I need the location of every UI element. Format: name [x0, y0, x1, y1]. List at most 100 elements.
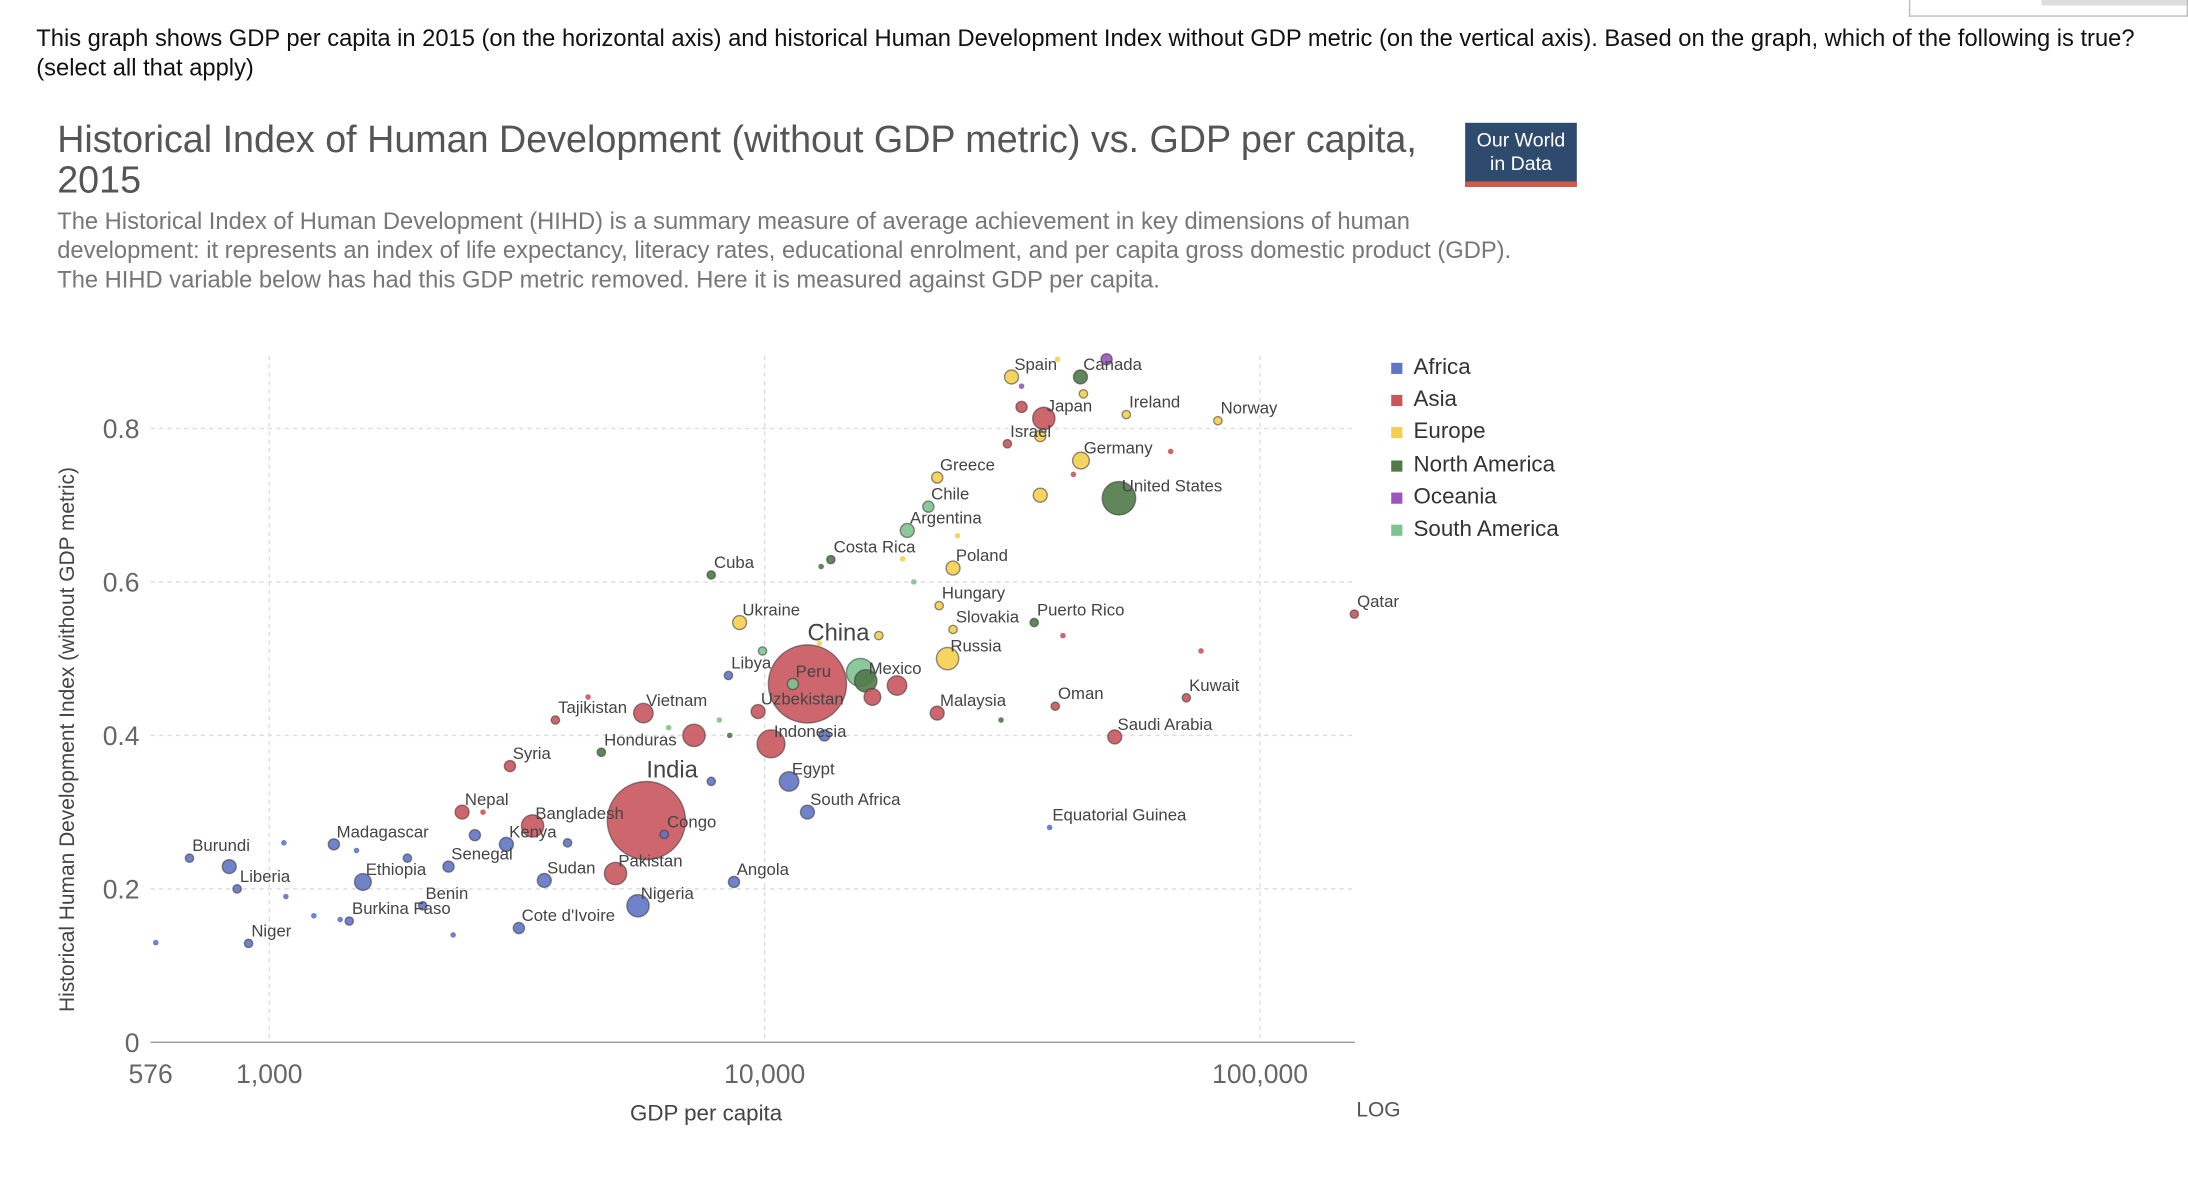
data-point[interactable] — [1071, 451, 1091, 470]
data-point[interactable] — [1107, 729, 1123, 745]
data-point[interactable] — [283, 893, 289, 900]
data-point[interactable] — [562, 837, 573, 848]
data-point[interactable] — [731, 614, 748, 631]
data-point[interactable] — [756, 729, 786, 759]
data-point[interactable] — [402, 853, 413, 864]
data-point[interactable] — [550, 715, 561, 725]
data-point[interactable] — [1031, 406, 1056, 431]
data-point[interactable] — [1167, 448, 1174, 455]
data-point[interactable] — [899, 556, 906, 562]
scrollbar-thumb[interactable] — [2041, 0, 2187, 6]
data-point[interactable] — [498, 836, 515, 853]
data-point[interactable] — [442, 860, 455, 873]
data-point[interactable] — [1070, 471, 1077, 478]
data-point[interactable] — [1029, 617, 1040, 628]
data-point[interactable] — [706, 776, 717, 787]
data-point[interactable] — [935, 646, 960, 671]
data-point[interactable] — [1046, 824, 1053, 831]
data-point[interactable] — [512, 921, 526, 935]
scrollbar-fragment[interactable] — [1908, 0, 2188, 17]
data-point[interactable] — [899, 522, 915, 539]
data-point[interactable] — [1060, 632, 1066, 639]
data-point[interactable] — [929, 705, 945, 721]
data-point[interactable] — [632, 702, 654, 724]
data-point[interactable] — [536, 872, 552, 889]
data-point[interactable] — [585, 694, 591, 700]
data-point[interactable] — [727, 875, 741, 889]
data-point[interactable] — [353, 872, 372, 892]
legend-item[interactable]: Europe — [1391, 417, 1559, 450]
data-point[interactable] — [1100, 353, 1113, 366]
data-point[interactable] — [184, 853, 195, 864]
data-point[interactable] — [886, 675, 908, 696]
data-point[interactable] — [626, 893, 650, 918]
data-point[interactable] — [665, 724, 672, 731]
legend-item[interactable]: Asia — [1391, 384, 1559, 417]
data-point[interactable] — [450, 932, 456, 938]
data-point[interactable] — [659, 829, 670, 840]
data-point[interactable] — [468, 828, 482, 842]
data-point[interactable] — [682, 723, 706, 748]
data-point[interactable] — [1101, 480, 1137, 516]
data-point[interactable] — [1349, 609, 1360, 619]
data-point[interactable] — [1078, 388, 1089, 399]
legend-item[interactable]: North America — [1391, 449, 1559, 482]
data-point[interactable] — [930, 471, 944, 484]
data-point[interactable] — [1003, 369, 1020, 385]
data-point[interactable] — [1072, 369, 1089, 385]
data-point[interactable] — [1033, 429, 1047, 443]
data-point[interactable] — [1181, 692, 1192, 703]
data-point[interactable] — [998, 717, 1004, 723]
data-point[interactable] — [1018, 383, 1025, 389]
data-point[interactable] — [816, 640, 823, 647]
data-point[interactable] — [786, 677, 800, 691]
data-point[interactable] — [723, 670, 734, 681]
legend-item[interactable]: South America — [1391, 514, 1559, 547]
data-point[interactable] — [520, 814, 545, 838]
data-point[interactable] — [1121, 409, 1132, 420]
log-scale-toggle[interactable]: LOG — [1356, 1098, 1400, 1121]
data-point[interactable] — [281, 840, 287, 846]
data-point[interactable] — [757, 646, 768, 656]
data-point[interactable] — [750, 703, 766, 720]
data-point[interactable] — [606, 780, 687, 861]
legend-item[interactable]: Africa — [1391, 352, 1559, 385]
data-point[interactable] — [945, 560, 961, 576]
data-point[interactable] — [1198, 648, 1204, 654]
data-point[interactable] — [767, 644, 848, 724]
data-point[interactable] — [596, 747, 607, 758]
data-point[interactable] — [503, 759, 517, 773]
data-point[interactable] — [417, 900, 428, 911]
data-point[interactable] — [863, 687, 882, 707]
data-point[interactable] — [911, 579, 917, 585]
data-point[interactable] — [327, 838, 341, 851]
data-point[interactable] — [922, 500, 935, 513]
data-point[interactable] — [480, 809, 486, 815]
data-point[interactable] — [603, 861, 628, 886]
data-point[interactable] — [706, 570, 717, 580]
data-point[interactable] — [954, 533, 961, 539]
data-point[interactable] — [948, 624, 958, 635]
data-point[interactable] — [243, 938, 254, 949]
data-point[interactable] — [778, 770, 800, 792]
data-point[interactable] — [311, 912, 317, 919]
data-point[interactable] — [232, 883, 242, 894]
data-point[interactable] — [1050, 701, 1061, 712]
data-point[interactable] — [818, 729, 831, 742]
data-point[interactable] — [1032, 487, 1048, 503]
data-point[interactable] — [1002, 438, 1013, 449]
data-point[interactable] — [221, 858, 237, 875]
data-point[interactable] — [1212, 415, 1223, 426]
data-point[interactable] — [353, 847, 360, 854]
data-point[interactable] — [716, 717, 723, 723]
data-point[interactable] — [825, 554, 836, 565]
data-point[interactable] — [1054, 356, 1061, 363]
data-point[interactable] — [799, 804, 816, 820]
data-point[interactable] — [337, 916, 343, 923]
data-point[interactable] — [454, 804, 470, 820]
legend-item[interactable]: Oceania — [1391, 482, 1559, 515]
data-point[interactable] — [726, 732, 733, 739]
data-point[interactable] — [153, 939, 159, 946]
data-point[interactable] — [818, 563, 824, 570]
data-point[interactable] — [344, 916, 355, 926]
